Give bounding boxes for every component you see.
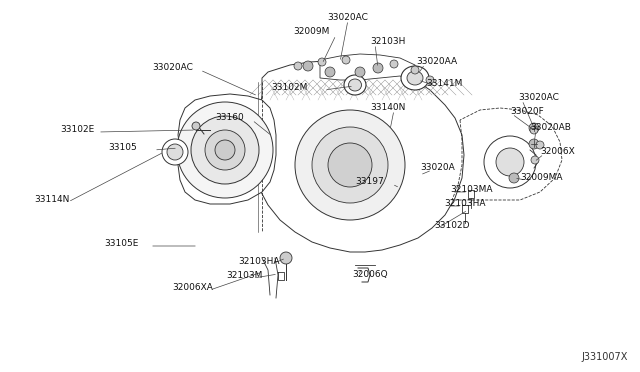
Circle shape (312, 127, 388, 203)
Text: 33160: 33160 (215, 113, 244, 122)
Text: 33140N: 33140N (370, 103, 405, 112)
Circle shape (355, 67, 365, 77)
Circle shape (509, 173, 519, 183)
Circle shape (529, 123, 539, 133)
Circle shape (294, 62, 302, 70)
Circle shape (373, 63, 383, 73)
Circle shape (529, 139, 539, 149)
Text: 32103MA: 32103MA (450, 186, 493, 195)
Circle shape (325, 67, 335, 77)
Text: 33102E: 33102E (60, 125, 94, 135)
Text: 32009MA: 32009MA (520, 173, 563, 183)
Text: 32103M: 32103M (226, 272, 262, 280)
Circle shape (411, 66, 419, 74)
Circle shape (530, 126, 538, 134)
Circle shape (205, 130, 245, 170)
Ellipse shape (344, 75, 366, 95)
Text: 33020AC: 33020AC (152, 64, 193, 73)
Text: 32009M: 32009M (294, 28, 330, 36)
Ellipse shape (407, 71, 423, 85)
Circle shape (328, 143, 372, 187)
Circle shape (496, 148, 524, 176)
Text: 32103H: 32103H (370, 38, 405, 46)
Text: 33102D: 33102D (434, 221, 470, 231)
Text: 33141M: 33141M (426, 80, 462, 89)
Text: 32103HA: 32103HA (444, 199, 486, 208)
Text: 33020AC: 33020AC (518, 93, 559, 102)
Circle shape (531, 156, 539, 164)
Circle shape (192, 122, 200, 130)
Circle shape (484, 136, 536, 188)
Circle shape (390, 60, 398, 68)
Text: 33020AC: 33020AC (328, 13, 369, 22)
Text: 32103HA: 32103HA (238, 257, 280, 266)
Text: 32006X: 32006X (540, 148, 575, 157)
Circle shape (426, 76, 434, 84)
Circle shape (162, 139, 188, 165)
Circle shape (536, 141, 544, 149)
Circle shape (295, 110, 405, 220)
Text: 33114N: 33114N (34, 196, 69, 205)
Text: 33020F: 33020F (510, 108, 544, 116)
Text: 33105: 33105 (108, 144, 137, 153)
Text: 33020A: 33020A (420, 164, 455, 173)
Circle shape (342, 56, 350, 64)
Text: J331007X: J331007X (582, 352, 628, 362)
Polygon shape (320, 54, 415, 82)
Polygon shape (254, 60, 464, 252)
Text: 33020AA: 33020AA (416, 58, 457, 67)
Text: 33197: 33197 (355, 177, 384, 186)
Text: 32006XA: 32006XA (172, 283, 213, 292)
Circle shape (167, 144, 183, 160)
Circle shape (280, 252, 292, 264)
Circle shape (303, 61, 313, 71)
Circle shape (215, 140, 235, 160)
Text: 32006Q: 32006Q (352, 269, 388, 279)
Circle shape (318, 58, 326, 66)
Polygon shape (178, 94, 276, 204)
Text: 33105E: 33105E (104, 240, 138, 248)
Circle shape (191, 116, 259, 184)
Text: 33020AB: 33020AB (530, 124, 571, 132)
Circle shape (177, 102, 273, 198)
Ellipse shape (349, 79, 362, 91)
Ellipse shape (401, 66, 429, 90)
Text: 33102M: 33102M (271, 83, 308, 93)
